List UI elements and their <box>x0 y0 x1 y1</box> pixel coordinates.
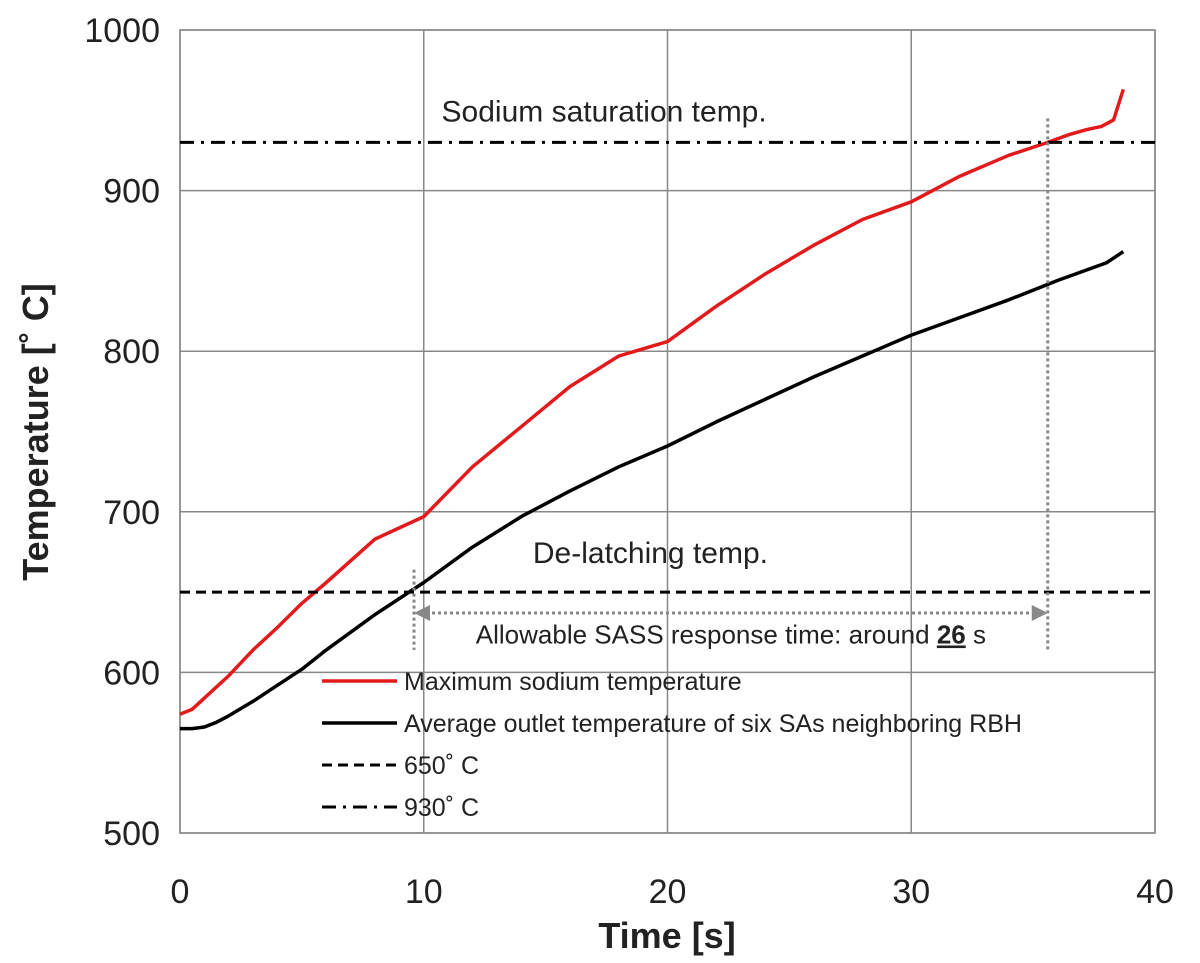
series-lines <box>179 88 1155 731</box>
response-time-label: Allowable SASS response time: around 26 … <box>476 619 986 649</box>
grid-lines <box>179 29 1156 834</box>
x-tick-label: 30 <box>892 873 930 911</box>
series-line-1 <box>179 88 1125 716</box>
arrowhead-right <box>1031 604 1048 621</box>
y-tick-label: 700 <box>103 494 160 532</box>
saturation-label: Sodium saturation temp. <box>442 96 767 129</box>
y-tick-label: 500 <box>103 815 160 853</box>
legend-label-4: 930˚ C <box>404 794 479 822</box>
annotations: Sodium saturation temp. De-latching temp.… <box>412 96 1050 650</box>
x-axis-label: Time [s] <box>598 915 735 956</box>
x-tick-label: 40 <box>1136 873 1174 911</box>
legend: Maximum sodium temperature Average outlet… <box>322 668 1022 822</box>
y-tick-label: 800 <box>103 333 160 371</box>
response-time-value: 26 <box>937 619 966 649</box>
y-tick-labels: 500 600 700 800 900 1000 <box>84 12 160 853</box>
y-tick-label: 1000 <box>84 12 160 50</box>
x-tick-labels: 0 10 20 30 40 <box>171 873 1174 911</box>
y-axis-label: Temperature [˚ C] <box>15 283 56 580</box>
delatching-label: De-latching temp. <box>533 537 768 570</box>
series-line-2 <box>180 250 1125 731</box>
legend-label-3: 650˚ C <box>404 752 479 780</box>
x-tick-label: 0 <box>171 873 190 911</box>
x-tick-label: 20 <box>649 873 687 911</box>
legend-label-1: Maximum sodium temperature <box>404 668 742 696</box>
y-tick-label: 900 <box>103 173 160 211</box>
legend-label-2: Average outlet temperature of six SAs ne… <box>404 710 1022 738</box>
y-tick-label: 600 <box>103 654 160 692</box>
x-tick-label: 10 <box>405 873 443 911</box>
arrowhead-left <box>414 604 430 621</box>
